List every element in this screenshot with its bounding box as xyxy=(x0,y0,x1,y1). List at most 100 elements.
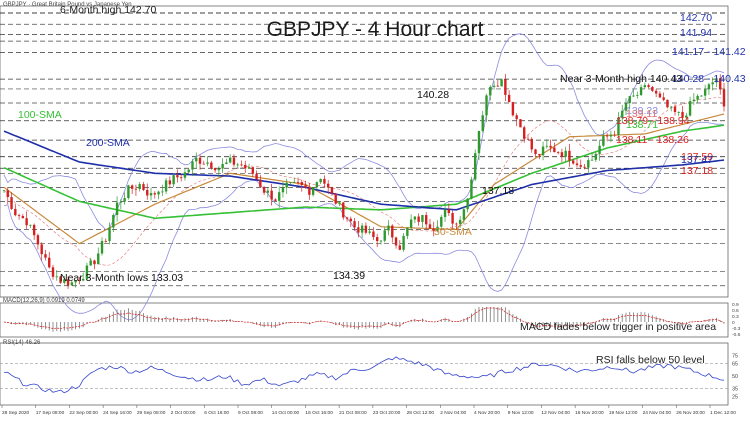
candle-body xyxy=(700,95,703,97)
candle-body xyxy=(97,253,100,265)
candle-body xyxy=(523,127,526,139)
candle-body xyxy=(485,95,488,116)
candle-body xyxy=(221,164,224,169)
x-tick-label: 6 Oct 16:00 xyxy=(204,410,229,416)
candle-body xyxy=(496,85,500,87)
candle-body xyxy=(617,117,620,135)
rsi-scale-label: 50 xyxy=(732,374,738,380)
candle-body xyxy=(703,89,707,96)
candle-body xyxy=(443,209,447,217)
candle-body xyxy=(632,95,635,97)
candle-body xyxy=(500,79,503,87)
candle-body xyxy=(353,221,356,228)
macd-panel xyxy=(3,307,725,332)
price-annotation: Near 3-Month lows 133.03 xyxy=(60,272,184,284)
candle-body xyxy=(225,162,228,165)
candle-body xyxy=(598,145,601,154)
instrument-header: GBPJPY · Great Britain Pound vs Japanese… xyxy=(3,2,132,8)
candle-body xyxy=(673,106,677,112)
candle-body xyxy=(334,193,337,204)
candle-body xyxy=(605,135,609,137)
price-level-label: 137.47 xyxy=(681,154,714,167)
candle-body xyxy=(474,153,477,180)
candle-body xyxy=(519,119,522,128)
candle-body xyxy=(428,224,432,229)
x-tick-label: 29 Sep 08:00 xyxy=(137,410,166,416)
candle-body xyxy=(424,215,428,225)
candle-body xyxy=(104,240,107,242)
candle-body xyxy=(458,219,462,224)
candle-body xyxy=(489,86,492,96)
candle-body xyxy=(63,279,66,283)
candle-body xyxy=(130,185,134,189)
candle-body xyxy=(330,187,334,194)
rsi-annotation: RSI falls below 50 level xyxy=(596,354,705,366)
candle-body xyxy=(462,209,466,220)
candle-body xyxy=(342,202,345,218)
candle-body xyxy=(40,244,43,255)
candle-body xyxy=(300,182,304,186)
candle-body xyxy=(681,111,684,118)
price-level-lines xyxy=(0,12,728,287)
candle-body xyxy=(568,150,571,161)
price-level-label: 6-Month high 142.70 xyxy=(60,4,157,16)
candle-body xyxy=(553,147,556,153)
macd-signal-line xyxy=(3,307,725,329)
candle-body xyxy=(651,86,654,91)
x-tick-label: 28 Oct 12:00 xyxy=(407,410,435,416)
candle-body xyxy=(198,157,202,164)
candle-body xyxy=(44,254,47,258)
price-level-label: 141.17 - 141.42 xyxy=(672,46,746,59)
candle-body xyxy=(613,134,616,136)
x-tick-label: 16 Nov 20:00 xyxy=(575,410,604,416)
candle-body xyxy=(515,115,518,120)
x-tick-label: 9 Oct 08:00 xyxy=(238,410,263,416)
x-tick-label: 2 Nov 04:00 xyxy=(440,410,466,416)
candle-body xyxy=(621,110,624,118)
candle-body xyxy=(127,185,130,199)
macd-scale-label: -0.3 xyxy=(732,326,741,332)
candle-body xyxy=(277,192,281,201)
macd-scale-label: 0.6 xyxy=(732,308,739,314)
candle-body xyxy=(55,276,58,278)
candle-body xyxy=(266,190,270,193)
candle-body xyxy=(575,163,579,166)
candle-body xyxy=(236,164,239,166)
candle-body xyxy=(470,179,473,199)
candle-body xyxy=(391,225,394,238)
candle-body xyxy=(157,191,160,195)
candle-body xyxy=(304,185,307,188)
candle-body xyxy=(2,190,6,192)
candle-body xyxy=(364,225,368,233)
x-tick-label: 4 Nov 20:00 xyxy=(474,410,500,416)
candle-body xyxy=(134,188,138,190)
candle-body xyxy=(93,260,96,265)
candle-body xyxy=(81,278,85,281)
sma100-line xyxy=(3,124,725,220)
candle-body xyxy=(338,202,341,204)
candle-body xyxy=(14,208,17,216)
candle-body xyxy=(285,182,288,188)
price-level-label: 139.23 xyxy=(626,104,659,117)
price-level-label: 138.71 xyxy=(626,119,659,132)
candle-body xyxy=(281,187,285,193)
candle-body xyxy=(25,218,28,226)
candle-body xyxy=(210,162,213,168)
price-annotation: 134.39 xyxy=(333,270,366,282)
x-tick-label: 17 Sep 08:00 xyxy=(36,410,65,416)
candle-body xyxy=(368,231,371,233)
candle-body xyxy=(530,138,533,150)
candle-body xyxy=(662,97,665,100)
candle-body xyxy=(556,152,560,153)
candle-body xyxy=(719,78,722,90)
candle-body xyxy=(349,218,353,222)
candle-body xyxy=(436,226,439,231)
sma-label: 200-SMA xyxy=(86,137,130,149)
candle-body xyxy=(692,99,696,102)
candle-body xyxy=(10,197,13,209)
rsi-scale-label: 25 xyxy=(732,395,738,401)
candle-body xyxy=(17,215,21,217)
candle-body xyxy=(179,177,183,179)
candle-body xyxy=(609,134,613,137)
